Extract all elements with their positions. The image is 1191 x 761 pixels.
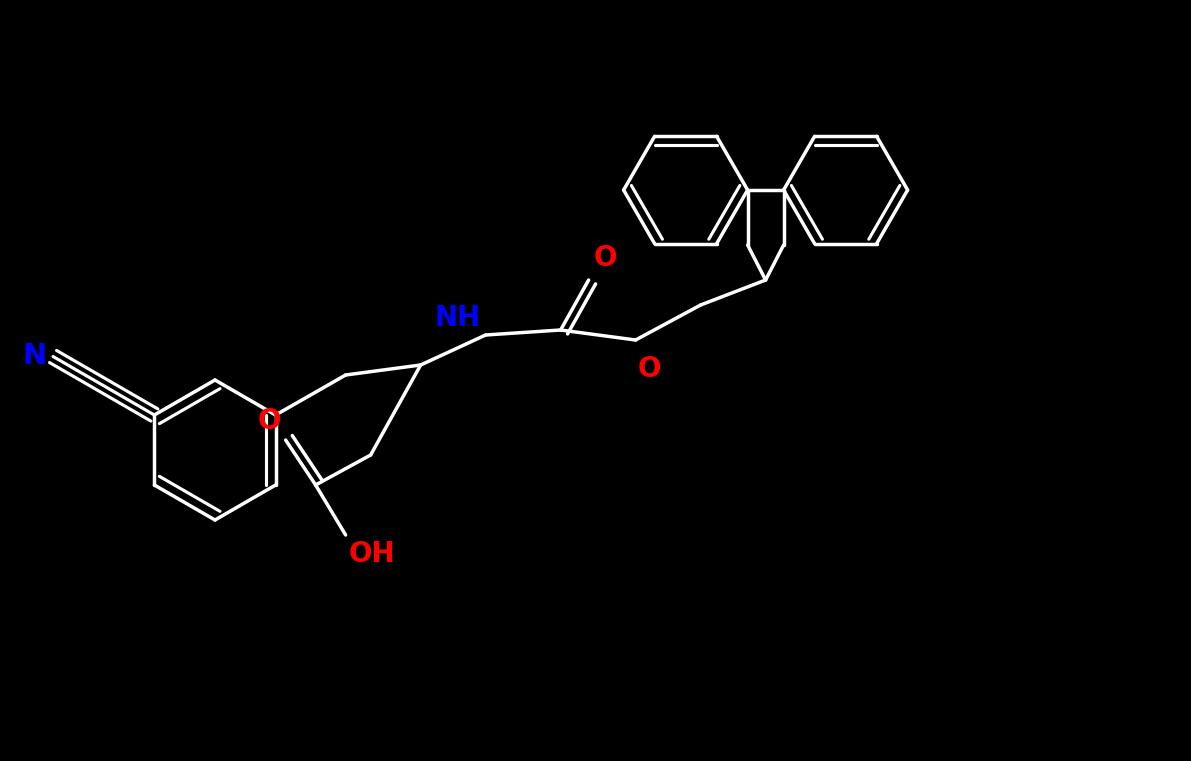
- Text: O: O: [637, 355, 661, 383]
- Text: NH: NH: [435, 304, 481, 332]
- Text: O: O: [258, 407, 281, 435]
- Text: N: N: [23, 342, 48, 371]
- Text: O: O: [593, 244, 617, 272]
- Text: OH: OH: [349, 540, 395, 568]
